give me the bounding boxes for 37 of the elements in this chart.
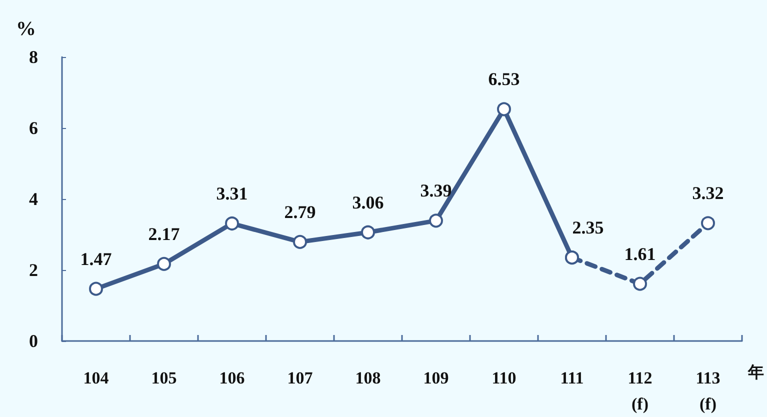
point (429, 214, 443, 228)
point (701, 216, 715, 230)
data-label: 3.31 (216, 183, 248, 204)
x-tick-label: 113 (f) (696, 368, 720, 414)
x-axis-title: 年 (747, 364, 764, 382)
data-label: 3.06 (352, 192, 384, 212)
y-tick-label: 2 (29, 260, 38, 280)
y-tick-label: 6 (29, 118, 38, 138)
data-label: 2.79 (284, 202, 316, 222)
data-label: 3.39 (420, 180, 452, 201)
x-tick-label: 104 (83, 368, 110, 388)
point (89, 282, 103, 296)
x-tick-label: 112 (f) (628, 368, 652, 414)
data-label: 2.35 (572, 218, 604, 238)
point (633, 276, 647, 291)
x-tick-label: 106 (219, 368, 245, 388)
point (157, 256, 171, 271)
data-label: 1.61 (624, 244, 656, 264)
point (293, 234, 307, 249)
data-label: 3.32 (692, 183, 724, 204)
x-tick-label: 107 (287, 368, 314, 388)
x-tick-label: 105 (151, 368, 177, 388)
x-tick-label: 109 (423, 368, 449, 388)
data-label: 1.47 (80, 248, 112, 269)
y-tick-label: 0 (29, 331, 38, 351)
x-tick-label: 108 (355, 368, 381, 388)
point (565, 250, 579, 265)
y-tick-label: 8 (29, 47, 38, 67)
data-label: 6.53 (488, 69, 520, 90)
point (225, 216, 239, 230)
x-tick-label: 110 (492, 368, 516, 388)
y-axis-title: % (16, 18, 36, 40)
point (497, 102, 511, 116)
x-tick-label: 111 (560, 368, 584, 388)
data-label: 2.17 (148, 224, 180, 244)
point (361, 225, 375, 240)
y-tick-label: 4 (29, 189, 38, 209)
